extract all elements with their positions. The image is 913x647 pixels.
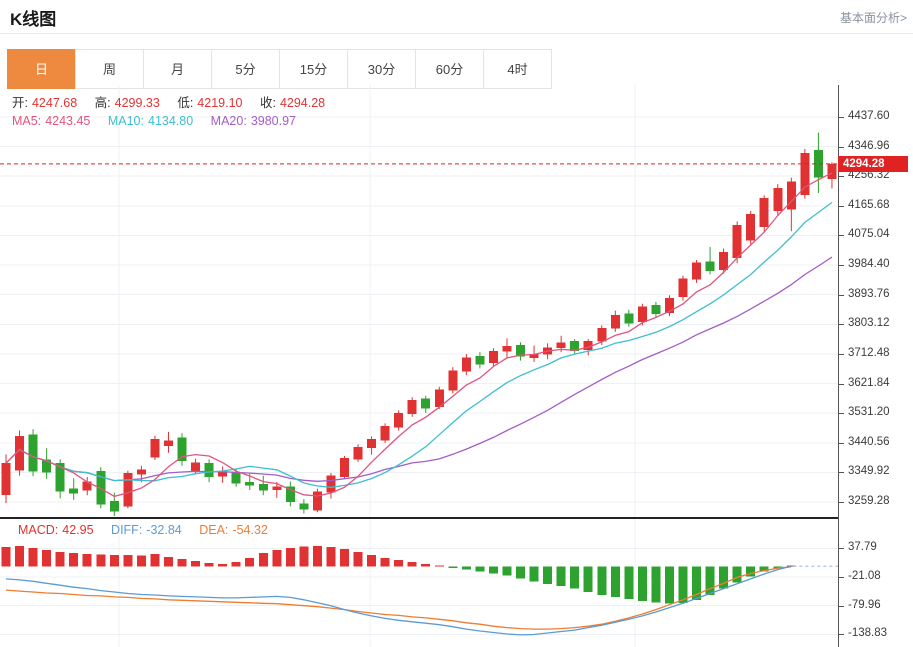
diff-label: DIFF:: [111, 523, 143, 537]
low-value: 4219.10: [197, 96, 243, 110]
tab-60min[interactable]: 60分: [415, 49, 484, 89]
macd-value: 42.95: [62, 523, 94, 537]
axis-tick-label: -79.96: [848, 599, 881, 611]
dea-label: DEA:: [199, 523, 229, 537]
axis-tick-mark: [838, 176, 844, 177]
tab-day[interactable]: 日: [7, 49, 76, 89]
macd-pane-chart[interactable]: [0, 519, 838, 647]
macd-label: MACD:: [18, 523, 59, 537]
axis-tick-mark: [838, 235, 844, 236]
timeframe-tab-bar: 日周月 5分 15分 30分 60分 4时: [7, 49, 552, 89]
axis-tick-mark: [838, 354, 844, 355]
axis-tick-label: 4346.96: [848, 140, 890, 152]
axis-tick-mark: [838, 147, 844, 148]
axis-tick-label: 37.79: [848, 541, 877, 553]
axis-tick-label: 4075.04: [848, 228, 890, 240]
axis-tick-label: -21.08: [848, 570, 881, 582]
axis-tick-mark: [838, 634, 844, 635]
axis-tick-label: 4165.68: [848, 199, 890, 211]
current-price-tag: 4294.28: [838, 156, 908, 172]
axis-tick-label: 3621.84: [848, 377, 890, 389]
ma5-value: 4243.45: [45, 114, 91, 128]
ma5-label: MA5:: [12, 114, 42, 128]
axis-tick-label: 3803.12: [848, 317, 890, 329]
dea-value: -54.32: [232, 523, 268, 537]
axis-tick-label: 3259.28: [848, 495, 890, 507]
axis-tick-mark: [838, 384, 844, 385]
close-value: 4294.28: [279, 96, 326, 110]
axis-tick-mark: [838, 117, 844, 118]
pane-separator: [0, 517, 838, 519]
tab-5min[interactable]: 5分: [211, 49, 280, 89]
axis-tick-mark: [838, 413, 844, 414]
ma-row: MA5: 4243.45 MA10: 4134.80 MA20: 3980.97: [12, 114, 300, 128]
fundamental-analysis-link[interactable]: 基本面分析>: [839, 11, 907, 25]
ma10-value: 4134.80: [148, 114, 194, 128]
tab-month[interactable]: 月: [143, 49, 212, 89]
tab-15min[interactable]: 15分: [279, 49, 348, 89]
page-title: K线图: [10, 10, 57, 29]
axis-tick-label: 3440.56: [848, 436, 890, 448]
axis-tick-mark: [838, 206, 844, 207]
axis-tick-mark: [838, 324, 844, 325]
ma10-label: MA10:: [107, 114, 144, 128]
axis-tick-mark: [838, 295, 844, 296]
y-axis-line: [838, 85, 839, 647]
high-value: 4299.33: [114, 96, 160, 110]
axis-tick-label: -138.83: [848, 627, 888, 639]
close-label: 收:: [259, 96, 276, 110]
diff-value: -32.84: [146, 523, 182, 537]
macd-row: MACD: 42.95 DIFF: -32.84 DEA: -54.32: [18, 523, 272, 537]
open-value: 4247.68: [31, 96, 78, 110]
open-label: 开:: [12, 96, 28, 110]
ohlc-row: 开: 4247.68 高: 4299.33 低: 4219.10 收: 4294.28: [12, 92, 329, 111]
axis-tick-mark: [838, 265, 844, 266]
axis-tick-label: 3984.40: [848, 258, 890, 270]
axis-tick-label: 4256.32: [848, 169, 890, 181]
axis-tick-label: 4437.60: [848, 110, 890, 122]
tab-week[interactable]: 周: [75, 49, 144, 89]
tab-4hour[interactable]: 4时: [483, 49, 552, 89]
axis-tick-mark: [838, 472, 844, 473]
high-label: 高:: [94, 96, 111, 110]
tab-30min[interactable]: 30分: [347, 49, 416, 89]
header-divider: [0, 33, 913, 34]
axis-tick-label: 3531.20: [848, 406, 890, 418]
axis-tick-mark: [838, 548, 844, 549]
axis-tick-label: 3349.92: [848, 465, 890, 477]
axis-tick-label: 3893.76: [848, 288, 890, 300]
axis-tick-mark: [838, 606, 844, 607]
axis-tick-mark: [838, 502, 844, 503]
price-pane-chart[interactable]: [0, 85, 838, 518]
low-label: 低:: [177, 96, 194, 110]
ma20-label: MA20:: [210, 114, 247, 128]
axis-tick-mark: [838, 577, 844, 578]
ma20-value: 3980.97: [250, 114, 296, 128]
axis-tick-mark: [838, 443, 844, 444]
axis-tick-label: 3712.48: [848, 347, 890, 359]
